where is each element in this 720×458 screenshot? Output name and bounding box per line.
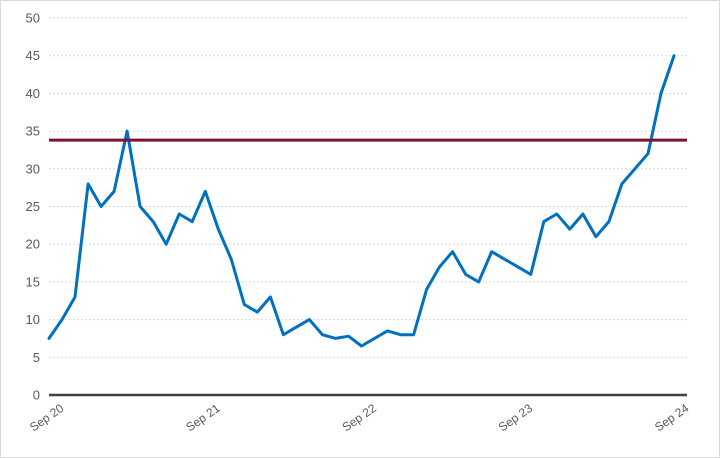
x-tick-label: Sep 23 <box>496 401 535 434</box>
y-tick-label: 50 <box>26 11 40 26</box>
y-tick-label: 15 <box>26 274 40 289</box>
x-tick-label: Sep 24 <box>652 401 691 434</box>
y-tick-label: 40 <box>26 86 40 101</box>
x-tick-label: Sep 22 <box>340 401 379 434</box>
x-tick-label: Sep 21 <box>183 401 222 434</box>
y-tick-label: 45 <box>26 48 40 63</box>
y-tick-label: 35 <box>26 124 40 139</box>
series-group <box>47 54 676 348</box>
y-tick-label: 10 <box>26 312 40 327</box>
y-tick-label: 30 <box>26 161 40 176</box>
series-line <box>47 54 676 348</box>
y-tick-label: 0 <box>33 388 40 403</box>
y-axis-ticks: 0 5 10 15 20 25 30 35 40 45 50 <box>26 11 40 403</box>
x-axis-ticks: Sep 20 Sep 21 Sep 22 Sep 23 Sep 24 <box>27 401 691 434</box>
x-tick-label: Sep 20 <box>27 401 66 434</box>
gridlines <box>49 17 687 358</box>
y-tick-label: 25 <box>26 199 40 214</box>
y-tick-label: 20 <box>26 237 40 252</box>
y-tick-label: 5 <box>33 350 40 365</box>
